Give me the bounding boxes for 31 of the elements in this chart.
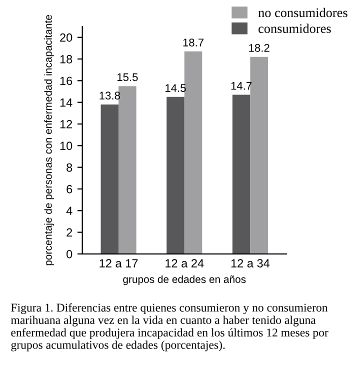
- legend-label: no consumidores: [258, 8, 348, 18]
- bar: [100, 104, 119, 254]
- data-label: 18.2: [249, 44, 270, 52]
- y-tick-label: 0: [66, 250, 72, 258]
- bar: [250, 56, 268, 254]
- x-tick-label: 12 a 17: [100, 259, 138, 268]
- y-tick-label: 8: [66, 163, 72, 172]
- y-tick-label: 20: [60, 33, 72, 42]
- bar: [118, 86, 136, 254]
- y-tick-label: 14: [60, 98, 72, 107]
- data-label: 13.8: [100, 92, 120, 100]
- y-tick-label: 10: [60, 142, 72, 150]
- text: Figura 1. Diferencias entre quienes consumieron y no consumieron marihuana alguna vez en la vida en cuanto a haber tenido alguna enfermedad que produjera incapacidad en los últimos 12 meses por grupos acumulativos de edades (porcentajes).: [10, 303, 328, 352]
- bar: [232, 94, 250, 254]
- bar: [166, 96, 184, 254]
- data-label: 14.5: [166, 84, 186, 92]
- data-label: 15.5: [117, 73, 138, 82]
- x-axis-title: grupos de edades en años: [123, 275, 246, 286]
- legend-label: consumidores: [258, 24, 331, 34]
- x-tick-label: 12 a 34: [231, 259, 270, 268]
- y-tick-label: 6: [66, 184, 72, 194]
- y-tick-label: 18: [60, 55, 72, 64]
- data-label: 14.7: [231, 82, 252, 90]
- y-tick-label: 16: [60, 76, 72, 86]
- y-axis-title: porcentaje de personas con enfermedad incapacitante: [44, 15, 54, 266]
- y-tick-label: 12: [60, 120, 72, 128]
- bar: [184, 51, 202, 254]
- y-tick-label: 4: [66, 206, 72, 215]
- x-tick-label: 12 a 24: [166, 259, 204, 268]
- data-label: 18.7: [183, 38, 204, 46]
- y-tick-label: 2: [66, 228, 72, 237]
